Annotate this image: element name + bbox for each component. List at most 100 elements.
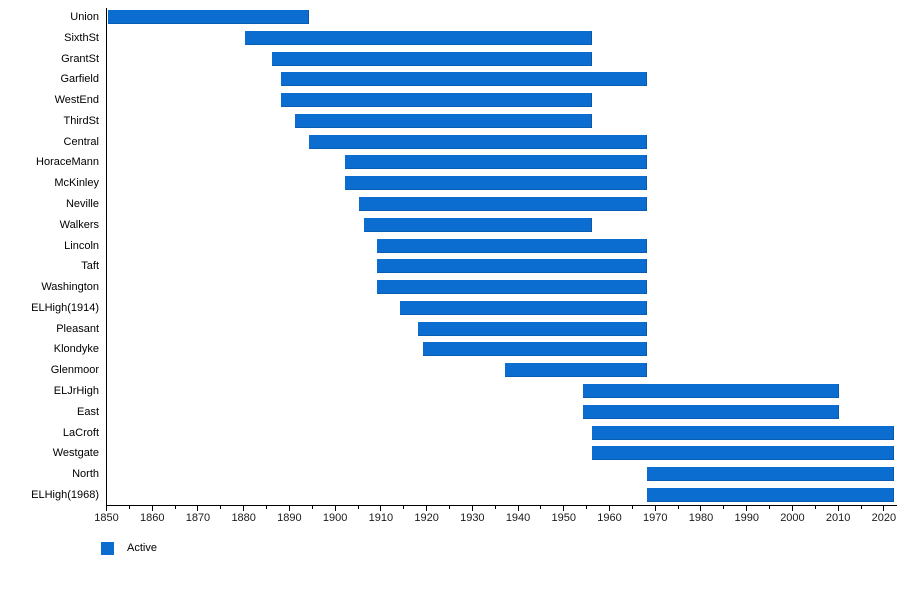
x-axis-minor-tick [631,506,633,509]
timeline-bar-thirdst [294,113,593,128]
x-axis-tick-label: 1870 [185,512,211,524]
x-axis-tick [883,506,885,511]
timeline-bar-central [308,134,648,149]
x-axis-tick [609,506,611,511]
row-label-washington: Washington [41,281,99,294]
x-axis-minor-tick [128,506,130,509]
row-label-elhigh-1914: ELHigh(1914) [31,301,99,314]
x-axis-minor-tick [814,506,816,509]
y-axis-line [105,8,107,506]
row-label-north: North [72,468,99,481]
x-axis-tick-label: 2000 [780,512,805,524]
row-label-central: Central [63,135,99,148]
x-axis-minor-tick [311,506,313,509]
x-axis-tick-label: 2010 [825,512,851,524]
timeline-bar-lacroft [592,425,895,440]
x-axis-tick [334,506,336,511]
timeline-bar-westgate [592,446,895,461]
timeline-bar-glenmoor [505,363,648,378]
timeline-bar-westend [281,93,593,108]
timeline-bar-pleasant [418,321,648,336]
timeline-bar-garfield [281,72,648,87]
x-axis-tick [197,506,199,511]
row-label-westend: WestEnd [54,94,99,107]
x-axis-minor-tick [220,506,222,509]
x-axis-tick [380,506,382,511]
x-axis-minor-tick [769,506,771,509]
row-label-taft: Taft [81,260,99,273]
x-axis-tick-label: 1860 [139,512,165,524]
timeline-bar-elhigh-1968 [647,487,895,502]
x-axis-tick [288,506,290,511]
x-axis-tick-label: 1940 [505,512,531,524]
timeline-bar-klondyke [423,342,648,357]
timeline-bar-lincoln [377,238,648,253]
x-axis-tick [471,506,473,511]
x-axis-tick [746,506,748,511]
row-label-union: Union [70,11,99,23]
legend-label: Active [127,542,157,554]
row-label-eljrhigh: ELJrHigh [53,385,99,398]
x-axis-minor-tick [266,506,268,509]
x-axis-tick-label: 1960 [597,512,622,524]
row-label-garfield: Garfield [60,73,99,86]
x-axis-tick [517,506,519,511]
x-axis-minor-tick [174,506,176,509]
x-axis-tick-label: 2020 [871,512,897,524]
row-label-glenmoor: Glenmoor [50,364,99,377]
x-axis-tick-label: 1950 [551,512,577,524]
legend-swatch-active [101,542,114,555]
x-axis-tick-label: 1990 [734,512,759,524]
x-axis-tick-label: 1910 [368,512,394,524]
timeline-bar-sixthst [244,30,593,45]
row-label-walkers: Walkers [59,218,99,231]
row-label-east: East [76,405,99,418]
x-axis-tick-label: 1880 [231,512,256,524]
x-axis-tick-label: 1890 [277,512,302,524]
x-axis-minor-tick [540,506,542,509]
x-axis-minor-tick [403,506,405,509]
timeline-bar-east [583,404,840,419]
x-axis-minor-tick [723,506,725,509]
timeline-bar-neville [359,197,648,212]
x-axis-tick [700,506,702,511]
timeline-bar-washington [377,280,648,295]
row-label-klondyke: Klondyke [53,343,99,356]
timeline-bar-eljrhigh [583,384,840,399]
timeline-bar-taft [377,259,648,274]
x-axis-tick [563,506,565,511]
x-axis-minor-tick [448,506,450,509]
timeline-bar-walkers [363,217,593,232]
x-axis-tick-label: 1920 [414,512,439,524]
x-axis-tick [791,506,793,511]
row-label-mckinley: McKinley [54,177,99,190]
x-axis-minor-tick [677,506,679,509]
x-axis-line [105,504,897,506]
timeline-bar-grantst [272,51,593,66]
row-label-pleasant: Pleasant [56,322,99,335]
row-label-lincoln: Lincoln [64,239,99,252]
x-axis-tick [654,506,656,511]
timeline-bar-north [647,467,895,482]
row-label-elhigh-1968: ELHigh(1968) [31,488,99,501]
row-label-sixthst: SixthSt [64,31,99,44]
row-label-grantst: GrantSt [61,52,99,65]
row-label-lacroft: LaCroft [62,426,99,439]
x-axis-tick [106,506,107,511]
x-axis-tick [837,506,839,511]
x-axis-minor-tick [357,506,359,509]
row-label-neville: Neville [65,198,99,211]
timeline-bar-elhigh-1914 [400,300,648,315]
row-label-horacemann: HoraceMann [36,156,99,169]
x-axis-tick-label: 1970 [643,512,668,524]
row-label-westgate: Westgate [52,447,99,460]
timeline-bar-horacemann [345,155,648,170]
x-axis-tick-label: 1850 [94,512,119,524]
x-axis-tick [426,506,428,511]
x-axis-tick [151,506,153,511]
x-axis-minor-tick [860,506,862,509]
x-axis-tick [243,506,245,511]
x-axis-minor-tick [586,506,588,509]
row-label-thirdst: ThirdSt [63,114,99,127]
